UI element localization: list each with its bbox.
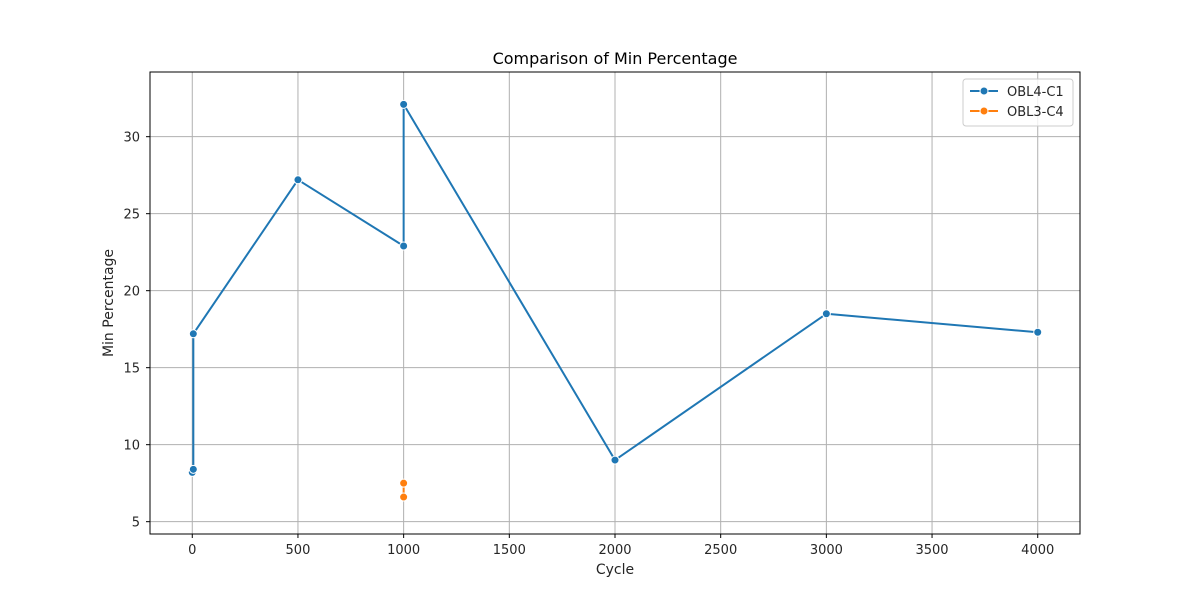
- data-point: [293, 175, 303, 185]
- axis-ticks: 0 500 1000 1500 2000 2500 3000 3500 4000 5 10 15 20 2…: [123, 131, 1054, 558]
- series-OBL4-C1: [187, 99, 1043, 477]
- data-point: [821, 309, 831, 319]
- x-tick-label: 3500: [915, 543, 948, 558]
- legend-label: OBL3-C4: [1007, 105, 1064, 120]
- data-point: [1033, 327, 1043, 337]
- legend: OBL4-C1 OBL3-C4: [962, 78, 1074, 127]
- data-point: [399, 99, 409, 109]
- legend-item: OBL3-C4: [970, 105, 1064, 120]
- data-point: [188, 464, 198, 474]
- x-tick-label: 1500: [493, 543, 526, 558]
- legend-marker: [979, 86, 989, 96]
- x-tick-label: 1000: [387, 543, 420, 558]
- data-point: [188, 329, 198, 339]
- y-tick-label: 15: [123, 362, 140, 377]
- data-point: [399, 241, 409, 251]
- y-tick-label: 30: [123, 131, 140, 146]
- x-tick-label: 3000: [810, 543, 843, 558]
- data-point: [399, 492, 409, 502]
- data-point: [399, 478, 409, 488]
- y-axis-label: Min Percentage: [101, 249, 117, 357]
- legend-label: OBL4-C1: [1007, 85, 1064, 100]
- x-axis-label: Cycle: [596, 562, 634, 578]
- x-tick-label: 2000: [598, 543, 631, 558]
- series-layer: [187, 99, 1043, 502]
- chart-title: Comparison of Min Percentage: [493, 49, 738, 68]
- legend-item: OBL4-C1: [970, 85, 1064, 100]
- x-tick-label: 4000: [1021, 543, 1054, 558]
- y-tick-label: 20: [123, 285, 140, 300]
- legend-marker: [979, 106, 989, 116]
- data-point: [610, 455, 620, 465]
- y-tick-label: 10: [123, 439, 140, 454]
- y-tick-label: 5: [132, 516, 140, 531]
- x-tick-label: 500: [286, 543, 311, 558]
- x-tick-label: 2500: [704, 543, 737, 558]
- y-tick-label: 25: [123, 208, 140, 223]
- series-OBL3-C4: [399, 478, 409, 502]
- x-tick-label: 0: [188, 543, 196, 558]
